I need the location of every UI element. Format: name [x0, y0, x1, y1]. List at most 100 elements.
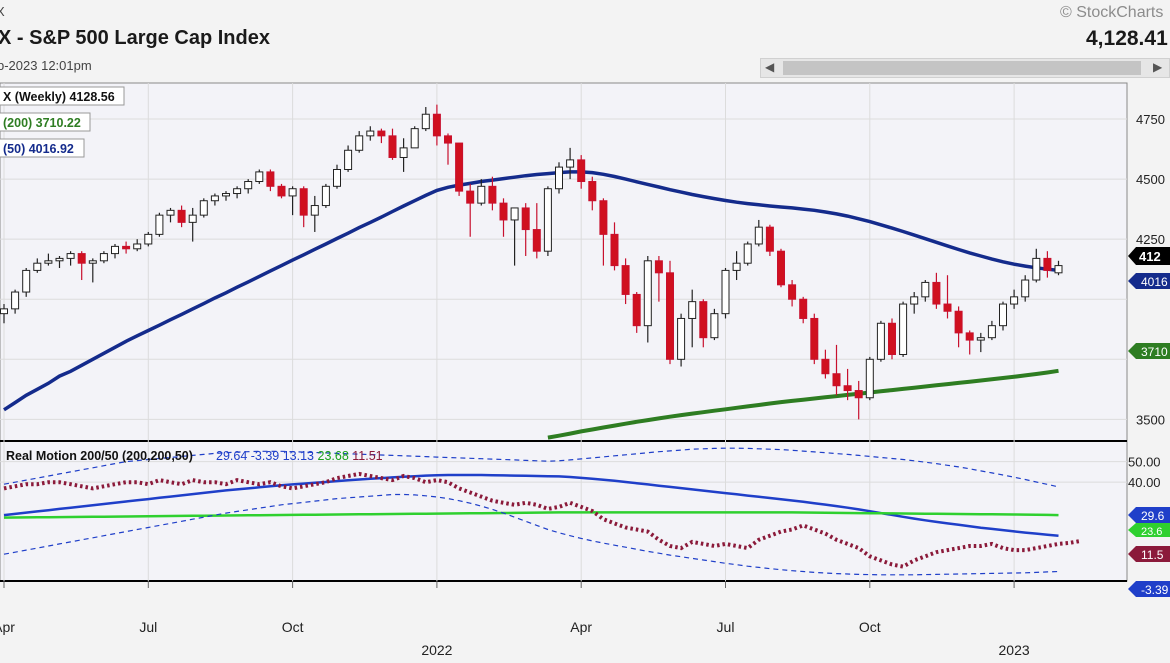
candle	[333, 164, 341, 189]
candle-body	[632, 293, 641, 327]
indicator-series	[3, 493, 1059, 576]
indicator-title: Real Motion 200/50 (200,200,50)	[6, 449, 193, 463]
candle-body	[377, 130, 386, 137]
candle-body	[543, 188, 552, 252]
candle-body	[210, 195, 219, 202]
candle	[0, 304, 8, 324]
candle	[377, 128, 386, 144]
candle	[577, 155, 586, 189]
candle-body	[321, 185, 330, 207]
candle-body	[366, 130, 375, 137]
candle-body	[688, 301, 697, 319]
candle-body	[488, 185, 497, 204]
candle-body	[710, 313, 719, 339]
ma200-line	[547, 368, 1059, 440]
candle	[155, 212, 164, 237]
candle	[555, 162, 563, 194]
candle-body	[188, 214, 197, 223]
candle-body	[599, 200, 608, 235]
scroll-right-icon[interactable]: ▶	[1153, 60, 1163, 74]
candle-body	[899, 303, 908, 356]
candle	[399, 138, 408, 172]
ma50-line	[3, 170, 1059, 412]
candle	[421, 107, 430, 132]
candle-body	[976, 337, 985, 341]
indicator-value: 13.13	[279, 449, 314, 463]
candle	[710, 308, 719, 341]
candle-body	[444, 135, 452, 144]
chart-scrollbar[interactable]: ◀ ▶	[760, 58, 1170, 78]
candle-body	[577, 159, 586, 183]
ma50-badge: 4016	[1141, 275, 1168, 289]
candle-body	[532, 229, 541, 252]
candle	[976, 332, 985, 353]
candle	[788, 280, 797, 307]
candle	[921, 280, 930, 302]
candle-body	[266, 171, 275, 187]
candle	[899, 301, 908, 357]
candle	[33, 258, 42, 273]
candle-body	[466, 190, 475, 204]
candle	[799, 296, 808, 324]
candle	[1010, 289, 1019, 309]
candle-body	[699, 301, 708, 339]
candle	[999, 301, 1007, 331]
candle	[865, 356, 874, 401]
ma200-legend-text: (200) 3710.22	[3, 116, 81, 130]
candle	[721, 268, 730, 319]
indicator-tick-label: 50.00	[1128, 455, 1161, 470]
candle	[854, 380, 863, 420]
ma200-badge: 3710	[1141, 345, 1168, 359]
candle	[588, 176, 597, 211]
candle-body	[743, 243, 752, 264]
month-label: Apr	[570, 619, 592, 635]
year-label: 2023	[999, 642, 1030, 658]
candle	[466, 183, 475, 237]
candle	[754, 219, 763, 247]
candle-body	[177, 209, 186, 223]
indicator-badge-green: 23.6	[1141, 526, 1162, 538]
candle-body	[255, 171, 264, 183]
candle	[1021, 275, 1030, 302]
candle	[199, 198, 208, 218]
candle-body	[1010, 296, 1019, 305]
candle	[77, 251, 86, 281]
candle	[677, 313, 686, 367]
candle-body	[888, 322, 896, 356]
ma50-legend-text: (50) 4016.92	[3, 142, 74, 156]
candle-body	[865, 358, 874, 399]
candle	[99, 251, 108, 264]
price-tick-label: 3500	[1136, 412, 1165, 427]
candle-body	[0, 308, 8, 315]
candle-body	[33, 262, 42, 271]
price-badge: 412	[1139, 249, 1161, 264]
candle-body	[621, 265, 630, 295]
candle-body	[77, 253, 86, 264]
candle-body	[610, 233, 619, 267]
candle	[344, 145, 353, 172]
candle	[510, 207, 519, 266]
candle	[177, 205, 186, 228]
chart-date: b-2023 12:01pm	[0, 58, 92, 73]
candle-body	[677, 317, 686, 360]
candle	[987, 320, 996, 341]
candle-layer	[0, 104, 1063, 420]
candle-body	[654, 260, 663, 274]
scroll-thumb[interactable]	[783, 61, 1141, 75]
candle	[122, 241, 131, 254]
candle	[277, 183, 286, 199]
candle-body	[555, 166, 563, 190]
candle-body	[566, 159, 575, 168]
candle-body	[233, 188, 242, 195]
candle	[288, 186, 297, 216]
candle	[765, 224, 774, 256]
candle	[244, 179, 253, 194]
candle	[44, 253, 53, 266]
scroll-left-icon[interactable]: ◀	[765, 60, 775, 74]
candle	[455, 142, 464, 196]
candle-body	[133, 243, 142, 250]
candle	[355, 131, 364, 153]
candle-body	[510, 207, 519, 221]
candle	[654, 255, 663, 302]
candle	[299, 186, 308, 228]
